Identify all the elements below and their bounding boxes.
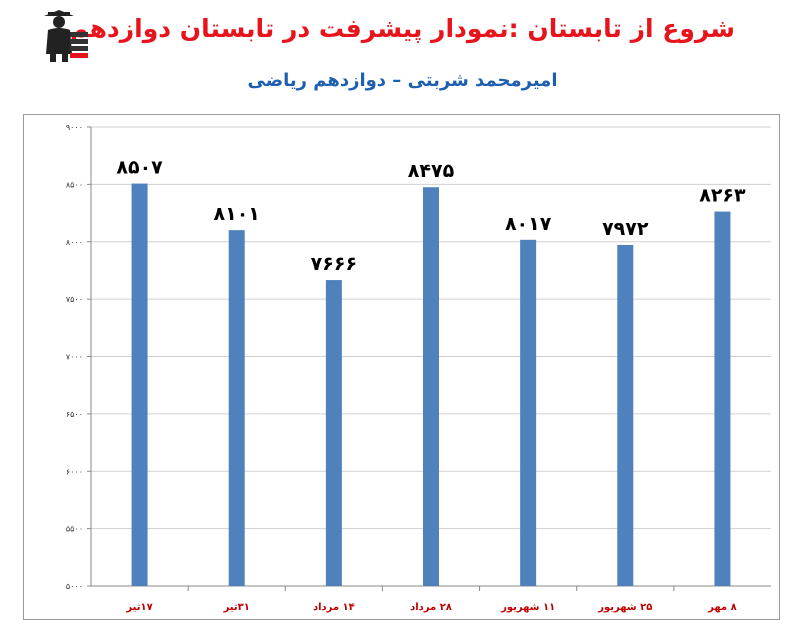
x-tick-label: ۲۵ شهریور [597,602,652,613]
data-label: ۷۶۶۶ [311,253,357,275]
data-label: ۷۹۷۲ [602,218,649,240]
bar [325,280,342,586]
y-tick-label: ۸۵۰۰ [66,180,83,189]
bar [228,230,245,586]
y-tick-label: ۵۵۰۰ [66,525,83,534]
bar [131,183,148,586]
data-label: ۸۴۷۵ [408,160,455,182]
y-tick-label: ۹۰۰۰ [66,123,83,132]
chart-subtitle: امیرمحمد شربتی – دوازدهم ریاضی [247,70,558,91]
bar [520,239,537,586]
data-label: ۸۲۶۳ [699,185,746,207]
y-tick-label: ۶۵۰۰ [66,410,83,419]
page-title: شروع از تابستان :نمودار پیشرفت در تابستا… [69,14,736,43]
bar [423,187,439,586]
x-tick-label: ۱۴ مرداد [313,602,355,613]
y-tick-label: ۷۰۰۰ [66,353,83,362]
data-label: ۸۱۰۱ [214,203,260,225]
y-tick-label: ۵۰۰۰ [66,582,83,591]
y-tick-label: ۷۵۰۰ [66,295,83,304]
data-label: ۸۵۰۷ [116,157,163,179]
bar-chart: ۵۰۰۰ ۵۵۰۰ ۶۰۰۰ ۶۵۰۰ ۷۰۰۰ ۷۵۰۰ ۸۰۰۰ ۸۵۰۰ ۹۰۰۰ ۸۵۰۷… [66,123,771,613]
y-tick-label: ۶۰۰۰ [66,467,83,476]
chart-frame: ۵۰۰۰ ۵۵۰۰ ۶۰۰۰ ۶۵۰۰ ۷۰۰۰ ۷۵۰۰ ۸۰۰۰ ۸۵۰۰ ۹۰۰۰ ۸۵۰۷… [23,114,780,620]
bar [617,244,634,586]
x-tick-label: ۱۱ شهریور [500,602,555,613]
y-tick-label: ۸۰۰۰ [66,238,83,247]
bar [714,211,731,586]
x-tick-label: ۲۸ مرداد [410,602,452,613]
x-tick-label: ۳۱تیر [223,602,250,613]
graduate-logo-icon [44,10,88,62]
data-label: ۸۰۱۷ [505,213,552,235]
x-tick-label: ۸ مهر [707,602,737,613]
x-tick-label: ۱۷تیر [125,602,152,613]
